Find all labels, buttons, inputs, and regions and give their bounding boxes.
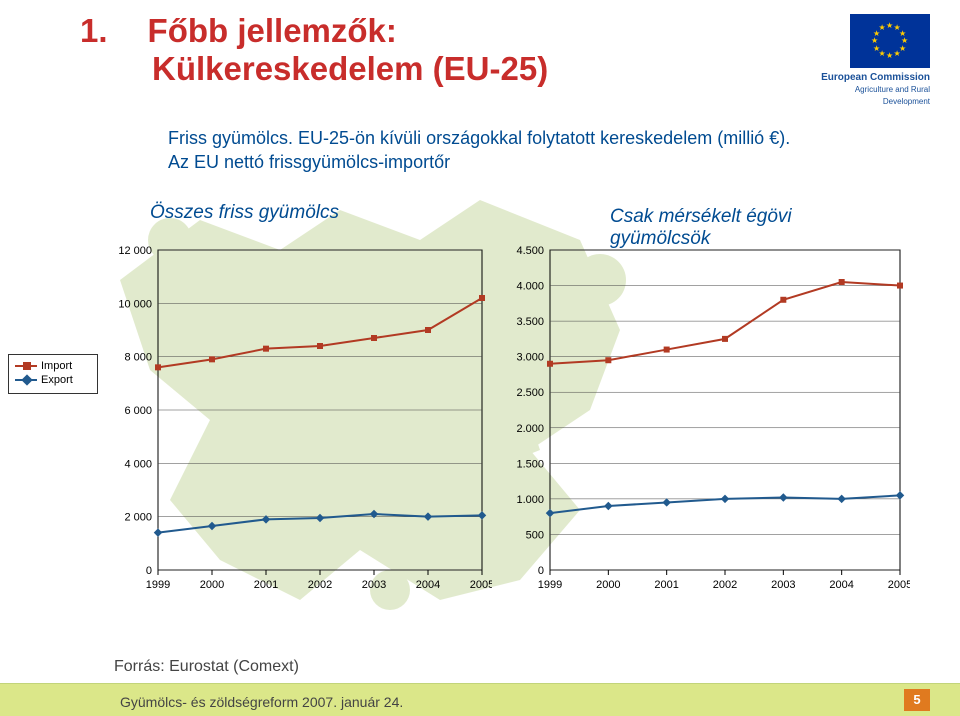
svg-text:2000: 2000 <box>200 579 224 591</box>
eu-flag-icon: ★★★★★★★★★★★★ <box>850 14 930 68</box>
title-number: 1. <box>80 12 108 50</box>
svg-text:1999: 1999 <box>146 579 170 591</box>
svg-text:3.500: 3.500 <box>516 316 544 328</box>
svg-text:2001: 2001 <box>254 579 278 591</box>
svg-text:500: 500 <box>526 529 544 541</box>
svg-text:2003: 2003 <box>362 579 386 591</box>
title-line1: Főbb jellemzők: <box>148 12 397 50</box>
svg-text:2 000: 2 000 <box>124 512 152 524</box>
svg-text:2002: 2002 <box>713 579 737 591</box>
title-line2: Külkereskedelem (EU-25) <box>152 50 820 88</box>
svg-text:2004: 2004 <box>416 579 440 591</box>
svg-text:1.000: 1.000 <box>516 494 544 506</box>
svg-text:3.000: 3.000 <box>516 352 544 364</box>
svg-text:4.500: 4.500 <box>516 245 544 257</box>
svg-text:10 000: 10 000 <box>118 298 152 310</box>
slide-number: 5 <box>904 689 930 711</box>
svg-text:1999: 1999 <box>538 579 562 591</box>
ec-label-line1: European Commission <box>821 72 930 83</box>
legend-export-label: Export <box>41 374 73 386</box>
legend-export: Export <box>15 373 91 387</box>
source-label: Forrás: Eurostat (Comext) <box>114 658 299 676</box>
svg-text:2003: 2003 <box>771 579 795 591</box>
svg-text:2002: 2002 <box>308 579 332 591</box>
slide-subtitle: Friss gyümölcs. EU-25-ön kívüli országok… <box>168 126 808 175</box>
chart-legend: Import Export <box>8 354 98 394</box>
slide-title: 1. Főbb jellemzők: Külkereskedelem (EU-25… <box>80 12 820 88</box>
svg-text:0: 0 <box>538 565 544 577</box>
svg-text:6 000: 6 000 <box>124 405 152 417</box>
svg-text:2000: 2000 <box>596 579 620 591</box>
legend-import: Import <box>15 359 91 373</box>
svg-text:2001: 2001 <box>654 579 678 591</box>
svg-text:12 000: 12 000 <box>118 245 152 257</box>
svg-text:4 000: 4 000 <box>124 458 152 470</box>
svg-text:2005: 2005 <box>470 579 492 591</box>
european-commission-label: European Commission Agriculture and Rura… <box>810 72 930 108</box>
svg-text:0: 0 <box>146 565 152 577</box>
legend-import-label: Import <box>41 360 72 372</box>
svg-text:1.500: 1.500 <box>516 458 544 470</box>
svg-text:8 000: 8 000 <box>124 352 152 364</box>
chart-temperate-fruit: Csak mérsékelt égövi gyümölcsök 05001.00… <box>500 210 920 616</box>
chart-all-fresh-fruit: Összes friss gyümölcs 02 0004 0006 0008 … <box>98 210 490 616</box>
footer-text: Gyümölcs- és zöldségreform 2007. január … <box>120 694 403 710</box>
svg-text:4.000: 4.000 <box>516 281 544 293</box>
svg-text:2004: 2004 <box>829 579 853 591</box>
svg-text:2.000: 2.000 <box>516 423 544 435</box>
svg-text:2005: 2005 <box>888 579 910 591</box>
svg-text:2.500: 2.500 <box>516 387 544 399</box>
ec-label-line2: Agriculture and Rural Development <box>855 85 930 106</box>
